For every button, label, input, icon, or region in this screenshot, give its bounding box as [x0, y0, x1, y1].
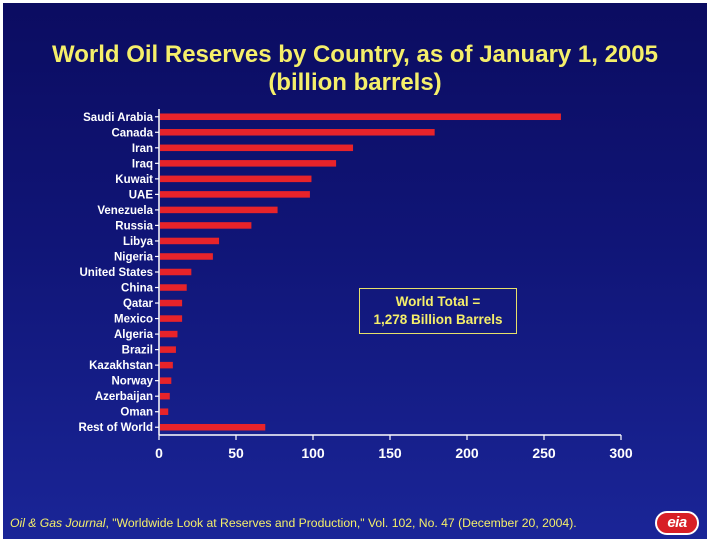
eia-logo: eia	[655, 511, 699, 535]
category-label: Algeria	[114, 329, 154, 341]
source-details: , "Worldwide Look at Reserves and Produc…	[105, 516, 577, 530]
bar	[160, 113, 561, 121]
category-label: Oman	[120, 407, 153, 419]
category-label: Iraq	[132, 158, 153, 170]
slide-background: World Oil Reserves by Country, as of Jan…	[3, 3, 707, 539]
world-total-label: World Total =	[395, 294, 481, 309]
category-label: Rest of World	[78, 422, 153, 434]
bar	[160, 144, 354, 152]
source-journal: Oil & Gas Journal	[10, 516, 106, 530]
category-label: Venezuela	[97, 205, 153, 217]
bar	[160, 268, 192, 276]
world-total-value: 1,278 Billion Barrels	[373, 312, 503, 327]
category-label: United States	[80, 267, 154, 279]
x-tick-label: 300	[609, 445, 633, 461]
category-label: Iran	[132, 143, 153, 155]
category-label: Canada	[111, 127, 153, 139]
category-label: Norway	[111, 376, 153, 388]
category-label: Azerbaijan	[95, 391, 153, 403]
category-label: Nigeria	[114, 251, 154, 263]
x-tick-label: 150	[378, 445, 402, 461]
bar	[160, 330, 178, 338]
bar	[160, 299, 183, 307]
bar	[160, 423, 266, 431]
bar	[160, 315, 183, 322]
category-label: China	[121, 283, 154, 295]
bar	[160, 377, 172, 384]
bar	[160, 392, 170, 400]
x-tick-label: 100	[301, 445, 325, 461]
category-label: UAE	[129, 189, 154, 201]
bar	[160, 284, 187, 291]
category-label: Russia	[115, 220, 153, 232]
category-label: Saudi Arabia	[83, 112, 153, 124]
category-label: Kazakhstan	[89, 360, 153, 372]
x-tick-label: 200	[455, 445, 479, 461]
title-line-2: (billion barrels)	[268, 69, 442, 96]
bar	[160, 191, 310, 198]
bar	[160, 346, 176, 353]
chart-title: World Oil Reserves by Country, as of Jan…	[3, 41, 707, 97]
bar	[160, 222, 252, 229]
bar	[160, 160, 337, 167]
bar	[160, 206, 278, 214]
x-tick-label: 50	[228, 445, 244, 461]
bar	[160, 175, 312, 183]
source-citation: Oil & Gas Journal, "Worldwide Look at Re…	[10, 516, 660, 530]
category-label: Brazil	[122, 345, 153, 357]
category-label: Kuwait	[115, 174, 153, 186]
x-tick-label: 250	[532, 445, 556, 461]
category-label: Qatar	[123, 298, 154, 310]
bar	[160, 237, 220, 245]
bar	[160, 129, 435, 136]
bar	[160, 408, 169, 415]
title-line-1: World Oil Reserves by Country, as of Jan…	[51, 41, 658, 68]
bar	[160, 253, 213, 260]
category-label: Mexico	[114, 314, 153, 326]
world-total-box: World Total = 1,278 Billion Barrels	[359, 288, 517, 334]
bar-chart: Saudi Arabia Canada Iran Iraq Kuwait UAE Venez…	[78, 109, 633, 461]
x-tick-label: 0	[155, 445, 163, 461]
bar	[160, 361, 173, 369]
category-label: Libya	[123, 236, 154, 248]
